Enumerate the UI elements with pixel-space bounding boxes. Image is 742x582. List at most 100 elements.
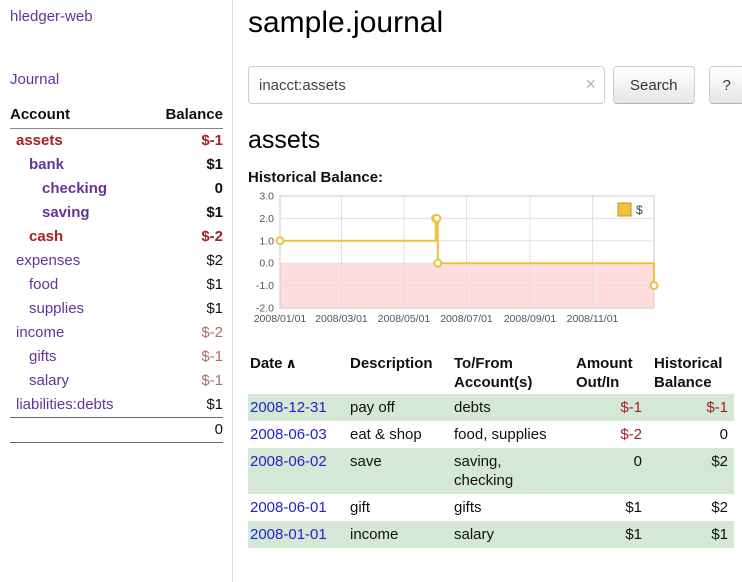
accounts-header-row: Account Balance bbox=[10, 104, 223, 129]
search-button[interactable]: Search bbox=[613, 66, 695, 104]
svg-text:2008/03/01: 2008/03/01 bbox=[315, 313, 368, 325]
account-row: checking 0 bbox=[10, 177, 223, 201]
sidebar: hledger-web Journal Account Balance asse… bbox=[0, 0, 233, 582]
search-form: × Search ? bbox=[248, 66, 742, 104]
register-row: 2008-12-31 pay off debts $-1 $-1 bbox=[248, 394, 734, 421]
account-link-gifts[interactable]: gifts bbox=[29, 348, 57, 365]
transaction-description: income bbox=[344, 521, 448, 548]
account-link-supplies[interactable]: supplies bbox=[29, 300, 85, 317]
register-row: 2008-01-01 income salary $1 $1 bbox=[248, 521, 734, 548]
account-balance: $1 bbox=[206, 276, 223, 293]
svg-text:2008/05/01: 2008/05/01 bbox=[378, 313, 431, 325]
help-button[interactable]: ? bbox=[708, 66, 742, 104]
search-field-wrap: × bbox=[248, 66, 605, 104]
transaction-balance: $1 bbox=[648, 521, 734, 548]
account-balance: $-2 bbox=[201, 228, 223, 245]
transaction-date-link[interactable]: 2008-06-01 bbox=[250, 499, 327, 516]
transaction-date-cell: 2008-01-01 bbox=[248, 521, 344, 548]
transaction-amount: $1 bbox=[570, 521, 648, 548]
svg-text:0.0: 0.0 bbox=[259, 258, 274, 270]
transaction-description: save bbox=[344, 448, 448, 494]
register-header-row: Date ∧ Description To/From Account(s) Amo… bbox=[248, 352, 734, 394]
account-balance: $-1 bbox=[201, 132, 223, 149]
accounts-header-account: Account bbox=[10, 104, 147, 129]
historical-balance-chart: $3.0 2.0 1.0 0.0 -1.0 -2.0 2008/01/01 2008/03/0… bbox=[248, 192, 742, 330]
app-title-link[interactable]: hledger-web bbox=[10, 8, 93, 25]
account-link-bank[interactable]: bank bbox=[29, 156, 65, 173]
svg-text:2008/09/01: 2008/09/01 bbox=[504, 313, 557, 325]
register-header-description: Description bbox=[350, 355, 433, 372]
account-link-salary[interactable]: salary bbox=[29, 372, 70, 389]
account-heading: assets bbox=[248, 126, 321, 154]
account-row: cash $-2 bbox=[10, 225, 223, 249]
accounts-total-spacer bbox=[10, 417, 147, 443]
register-row: 2008-06-01 gift gifts $1 $2 bbox=[248, 494, 734, 521]
transaction-amount: 0 bbox=[570, 448, 648, 494]
svg-text:1.0: 1.0 bbox=[259, 235, 274, 247]
search-input[interactable] bbox=[248, 66, 605, 104]
account-link-food[interactable]: food bbox=[29, 276, 59, 293]
transaction-accounts: food, supplies bbox=[454, 426, 547, 443]
account-balance: $1 bbox=[206, 204, 223, 221]
account-row: expenses $2 bbox=[10, 249, 223, 273]
transaction-description: eat & shop bbox=[350, 426, 422, 443]
account-row: food $1 bbox=[10, 273, 223, 297]
account-balance: $1 bbox=[206, 300, 223, 317]
journal-link[interactable]: Journal bbox=[10, 71, 60, 88]
transaction-balance: $2 bbox=[648, 448, 734, 494]
accounts-table: Account Balance assets $-1 bank $1 checking 0… bbox=[10, 104, 223, 443]
transaction-date-link[interactable]: 2008-06-02 bbox=[250, 453, 327, 470]
transaction-accounts: debts bbox=[448, 394, 570, 421]
account-row: saving $1 bbox=[10, 201, 223, 225]
transaction-date-cell: 2008-06-01 bbox=[248, 494, 344, 521]
legend-swatch bbox=[617, 202, 632, 217]
account-balance: 0 bbox=[214, 180, 223, 197]
transaction-amount: $-1 bbox=[570, 394, 648, 421]
register-header-date[interactable]: Date ∧ bbox=[248, 352, 344, 394]
account-balance: $1 bbox=[206, 396, 223, 413]
transaction-date-link[interactable]: 2008-06-03 bbox=[250, 426, 327, 443]
legend-label: $ bbox=[636, 203, 643, 217]
account-link-income[interactable]: income bbox=[16, 324, 65, 341]
svg-text:2008/11/01: 2008/11/01 bbox=[567, 313, 619, 325]
account-link-expenses[interactable]: expenses bbox=[16, 252, 81, 269]
chart-title-label: Historical Balance: bbox=[248, 169, 384, 186]
transaction-balance: 0 bbox=[719, 426, 728, 443]
svg-text:-1.0: -1.0 bbox=[256, 280, 274, 292]
transaction-description: gift bbox=[350, 499, 371, 516]
account-link-liabilities-debts[interactable]: liabilities:debts bbox=[16, 396, 114, 413]
transaction-date-link[interactable]: 2008-12-31 bbox=[250, 399, 327, 416]
register-row: 2008-06-02 save saving, checking 0 $2 bbox=[248, 448, 734, 494]
account-link-cash[interactable]: cash bbox=[29, 228, 64, 245]
accounts-total-balance: 0 bbox=[146, 417, 223, 443]
register-header-balance: Historical Balance bbox=[654, 355, 723, 391]
account-balance: $2 bbox=[206, 252, 223, 269]
register-row: 2008-06-03 eat & shop food, supplies $-2 0 bbox=[248, 421, 734, 448]
account-link-assets[interactable]: assets bbox=[16, 132, 63, 149]
svg-text:3.0: 3.0 bbox=[259, 192, 274, 203]
account-link-saving[interactable]: saving bbox=[42, 204, 90, 221]
account-row: income $-2 bbox=[10, 321, 223, 345]
account-row: gifts $-1 bbox=[10, 345, 223, 369]
transaction-amount: $-2 bbox=[620, 426, 642, 443]
svg-text:2.0: 2.0 bbox=[259, 213, 274, 225]
account-link-checking[interactable]: checking bbox=[42, 180, 108, 197]
transaction-date-cell: 2008-06-03 bbox=[248, 421, 344, 448]
transaction-accounts: gifts bbox=[454, 499, 482, 516]
page-title: sample.journal bbox=[248, 6, 444, 39]
svg-text:-2.0: -2.0 bbox=[256, 303, 274, 315]
account-balance: $-1 bbox=[201, 348, 223, 365]
account-row: assets $-1 bbox=[10, 129, 223, 154]
account-balance: $-2 bbox=[201, 324, 223, 341]
transaction-accounts: saving, checking bbox=[448, 448, 570, 494]
accounts-header-balance: Balance bbox=[146, 104, 223, 129]
transaction-date-link[interactable]: 2008-01-01 bbox=[250, 526, 327, 543]
account-balance: $1 bbox=[206, 156, 223, 173]
transaction-accounts: salary bbox=[448, 521, 570, 548]
transaction-date-cell: 2008-12-31 bbox=[248, 394, 344, 421]
transaction-date-cell: 2008-06-02 bbox=[248, 448, 344, 494]
clear-search-icon[interactable]: × bbox=[585, 74, 596, 94]
account-row: supplies $1 bbox=[10, 297, 223, 321]
